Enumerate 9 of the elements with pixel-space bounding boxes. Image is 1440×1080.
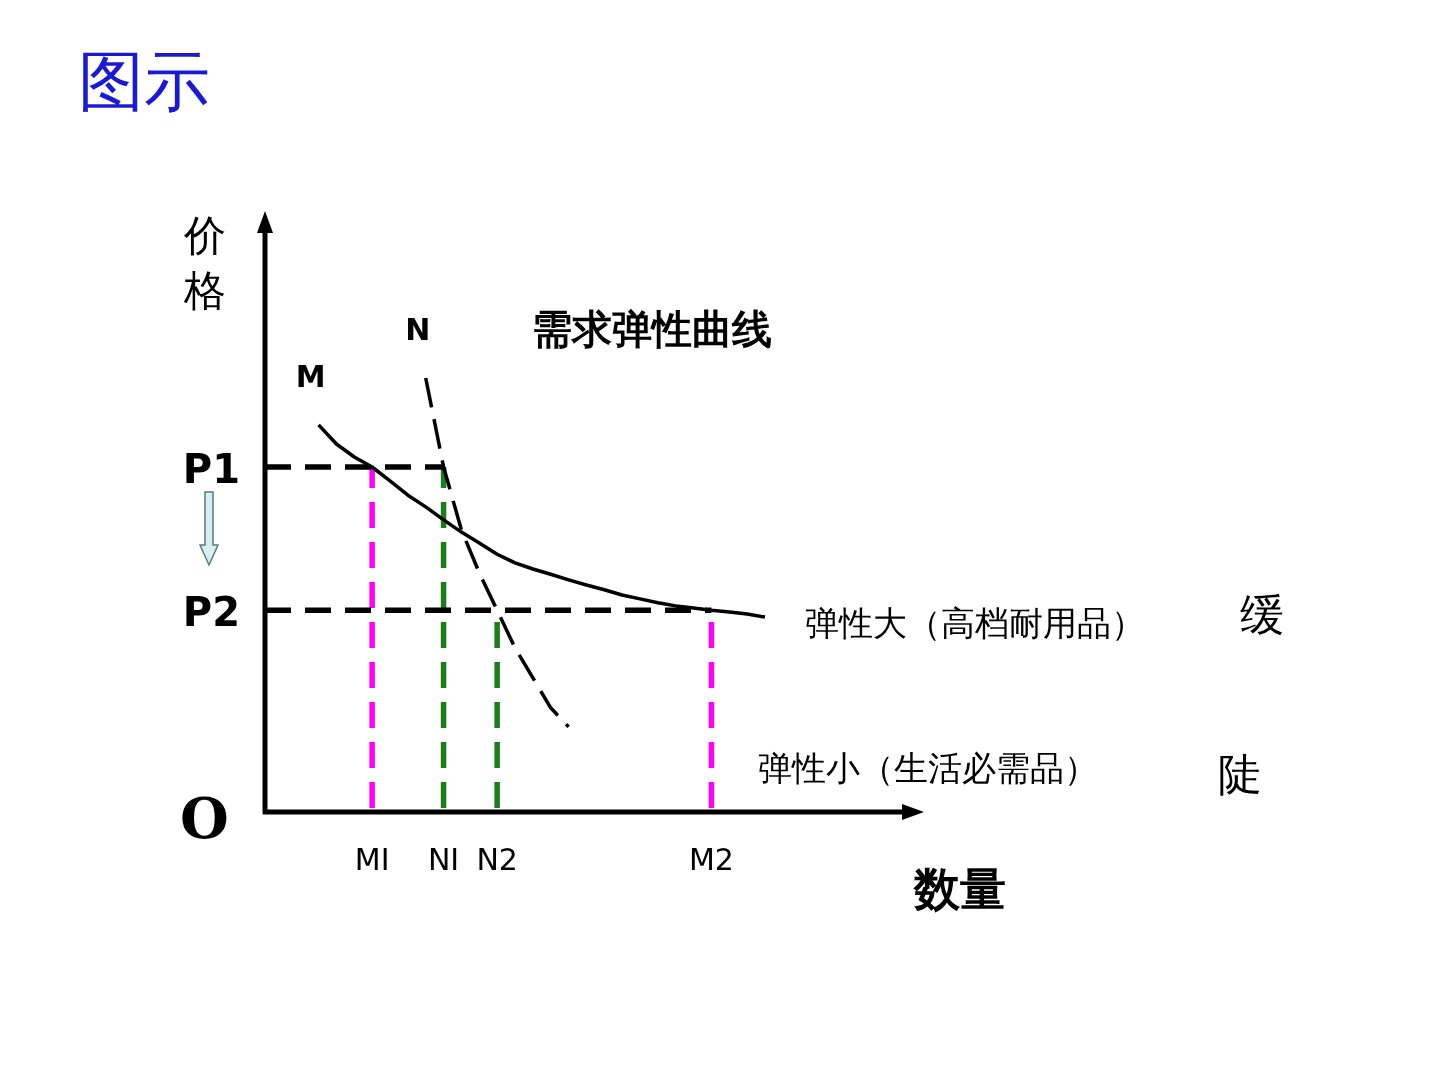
xlabel: 数量 [914,862,1006,916]
annotation: 弹性小（生活必需品） [758,748,1098,788]
ylabel: 价格 [184,211,226,315]
annotation: 缓 [1240,589,1284,640]
annotation: 陡 [1218,749,1262,800]
annotation: 弹性大（高档耐用品） [805,603,1145,643]
title: 图示 [78,43,210,120]
annotation: O [180,785,229,851]
subtitle: 需求弹性曲线 [532,305,772,352]
